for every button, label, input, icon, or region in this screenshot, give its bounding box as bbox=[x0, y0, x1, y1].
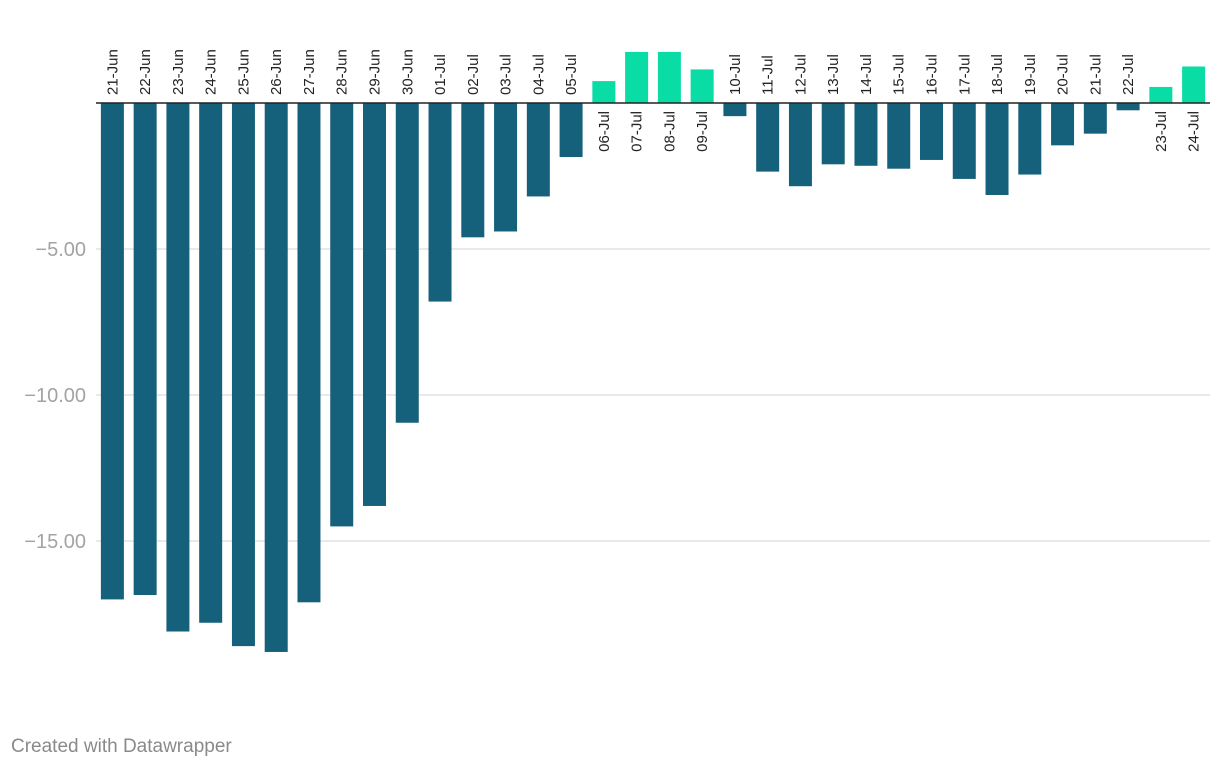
category-label: 08-Jul bbox=[661, 111, 678, 152]
bar bbox=[559, 103, 583, 158]
bar bbox=[690, 69, 714, 103]
category-label: 12-Jul bbox=[792, 54, 809, 95]
category-label: 02-Jul bbox=[465, 54, 482, 95]
category-label: 20-Jul bbox=[1055, 54, 1072, 95]
bar bbox=[264, 103, 288, 652]
category-label: 23-Jun bbox=[170, 49, 187, 95]
category-label: 21-Jul bbox=[1087, 54, 1104, 95]
y-tick-label: −10.00 bbox=[24, 385, 86, 407]
category-label: 21-Jun bbox=[104, 49, 121, 95]
category-label: 15-Jul bbox=[891, 54, 908, 95]
bar bbox=[657, 51, 681, 103]
category-label: 29-Jun bbox=[367, 49, 384, 95]
bar bbox=[1149, 86, 1173, 103]
category-label: 03-Jul bbox=[498, 54, 515, 95]
bar bbox=[1051, 103, 1075, 146]
bar bbox=[625, 51, 649, 103]
bar bbox=[788, 103, 812, 187]
y-tick-label: −5.00 bbox=[35, 239, 86, 261]
category-label: 16-Jul bbox=[924, 54, 941, 95]
category-label: 04-Jul bbox=[530, 54, 547, 95]
bar bbox=[1083, 103, 1107, 134]
bar bbox=[166, 103, 190, 632]
bar bbox=[756, 103, 780, 172]
bar bbox=[100, 103, 124, 600]
category-label: 05-Jul bbox=[563, 54, 580, 95]
category-label: 28-Jun bbox=[334, 49, 351, 95]
bar bbox=[199, 103, 223, 623]
bar bbox=[330, 103, 354, 527]
category-labels: 21-Jun 22-Jun 23-Jun 24-Jun 25-Jun 26-Jun 27-J… bbox=[104, 49, 1202, 152]
category-label: 24-Jun bbox=[203, 49, 220, 95]
category-label: 23-Jul bbox=[1153, 111, 1170, 152]
bar bbox=[526, 103, 550, 197]
bar bbox=[297, 103, 321, 603]
bar bbox=[428, 103, 452, 302]
category-label: 25-Jun bbox=[235, 49, 252, 95]
category-label: 10-Jul bbox=[727, 54, 744, 95]
y-axis-tick-labels: −5.00 −10.00 −15.00 bbox=[24, 239, 86, 553]
gridlines bbox=[96, 248, 1210, 542]
bar bbox=[592, 81, 616, 103]
category-label: 06-Jul bbox=[596, 111, 613, 152]
bars bbox=[100, 51, 1206, 652]
y-tick-label: −15.00 bbox=[24, 531, 86, 553]
bar bbox=[363, 103, 386, 506]
bar bbox=[920, 103, 943, 160]
category-label: 01-Jul bbox=[432, 54, 449, 95]
category-label: 26-Jun bbox=[268, 49, 285, 95]
category-label: 19-Jul bbox=[1022, 54, 1039, 95]
category-label: 22-Jul bbox=[1120, 54, 1137, 95]
category-label: 07-Jul bbox=[629, 111, 646, 152]
category-label: 18-Jul bbox=[989, 54, 1006, 95]
bar bbox=[854, 103, 878, 166]
category-label: 11-Jul bbox=[760, 55, 777, 95]
credit-text: Created with Datawrapper bbox=[11, 736, 232, 757]
bar bbox=[133, 103, 157, 596]
category-label: 09-Jul bbox=[694, 111, 711, 152]
category-label: 24-Jul bbox=[1186, 111, 1203, 152]
bar bbox=[461, 103, 485, 238]
bar bbox=[821, 103, 845, 165]
bar bbox=[231, 103, 255, 647]
bar bbox=[723, 103, 747, 117]
category-label: 13-Jul bbox=[825, 54, 842, 95]
bar-chart: −5.00 −10.00 −15.00 21-Jun 22-Jun 23-Jun 24-J… bbox=[24, 49, 1210, 652]
bar bbox=[1182, 66, 1206, 103]
category-label: 22-Jun bbox=[137, 49, 154, 95]
bar bbox=[887, 103, 911, 169]
category-label: 14-Jul bbox=[858, 54, 875, 95]
bar bbox=[952, 103, 976, 179]
category-label: 27-Jun bbox=[301, 49, 318, 95]
category-label: 30-Jun bbox=[399, 49, 416, 95]
bar bbox=[494, 103, 518, 232]
bar bbox=[1116, 103, 1140, 111]
category-label: 17-Jul bbox=[956, 54, 973, 95]
bar bbox=[1018, 103, 1042, 175]
bar bbox=[395, 103, 419, 423]
bar bbox=[985, 103, 1009, 195]
